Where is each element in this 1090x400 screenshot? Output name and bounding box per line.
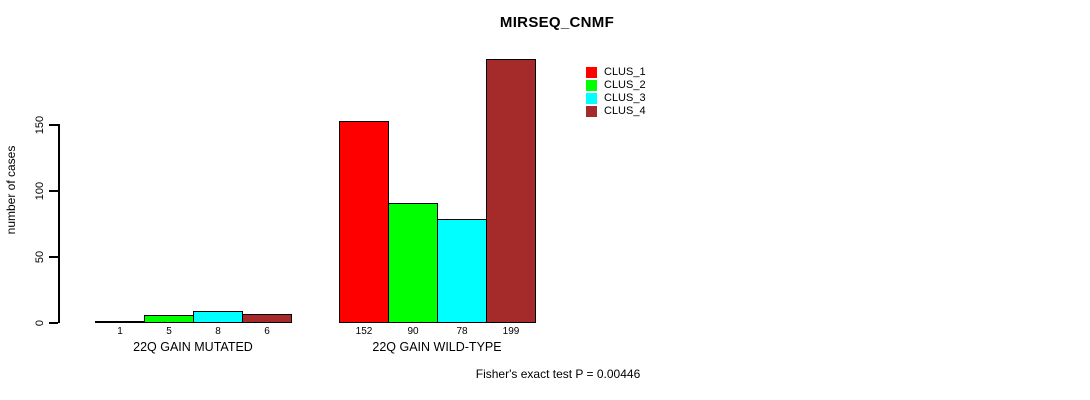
legend-swatch-icon <box>586 93 597 104</box>
y-tick-label: 100 <box>34 181 46 201</box>
bar-value-label: 1 <box>117 326 123 337</box>
bar-value-label: 90 <box>407 326 419 337</box>
y-tick-label: 150 <box>34 115 46 135</box>
y-tick-mark <box>49 322 58 324</box>
bar-value-label: 78 <box>456 326 468 337</box>
legend-swatch-icon <box>586 80 597 91</box>
chart-title: MIRSEQ_CNMF <box>499 14 615 31</box>
bar-clus_1-group1 <box>95 321 145 323</box>
y-axis-label: number of cases <box>4 145 18 235</box>
legend-item-clus_1: CLUS_1 <box>586 66 646 79</box>
legend-label: CLUS_2 <box>604 79 646 91</box>
bar-clus_4-group1 <box>242 314 292 323</box>
y-tick-mark <box>49 124 58 126</box>
bar-clus_3-group1 <box>193 311 243 323</box>
group-label-2: 22Q GAIN WILD-TYPE <box>372 340 502 354</box>
bar-value-label: 152 <box>355 326 373 337</box>
bar-clus_3-group2 <box>437 219 487 323</box>
legend-item-clus_3: CLUS_3 <box>586 92 646 105</box>
bar-clus_2-group1 <box>144 315 194 323</box>
bar-value-label: 8 <box>215 326 221 337</box>
bar-clus_1-group2 <box>339 121 389 323</box>
bar-clus_2-group2 <box>388 203 438 323</box>
bar-value-label: 5 <box>166 326 172 337</box>
bar-value-label: 199 <box>502 326 520 337</box>
legend-item-clus_2: CLUS_2 <box>586 79 646 92</box>
legend-item-clus_4: CLUS_4 <box>586 105 646 118</box>
annotation-text: Fisher's exact test P = 0.00446 <box>475 367 641 381</box>
group-label-1: 22Q GAIN MUTATED <box>133 340 253 354</box>
y-axis-line <box>58 124 60 323</box>
bar-clus_4-group2 <box>486 59 536 323</box>
legend-swatch-icon <box>586 106 597 117</box>
legend-label: CLUS_3 <box>604 92 646 104</box>
legend-label: CLUS_1 <box>604 66 646 78</box>
y-tick-mark <box>49 256 58 258</box>
legend-label: CLUS_4 <box>604 105 646 117</box>
legend-swatch-icon <box>586 67 597 78</box>
bar-value-label: 6 <box>264 326 270 337</box>
legend: CLUS_1 CLUS_2 CLUS_3 CLUS_4 <box>586 66 646 118</box>
y-tick-label: 50 <box>34 250 46 264</box>
y-tick-mark <box>49 190 58 192</box>
y-tick-label: 0 <box>34 319 46 327</box>
